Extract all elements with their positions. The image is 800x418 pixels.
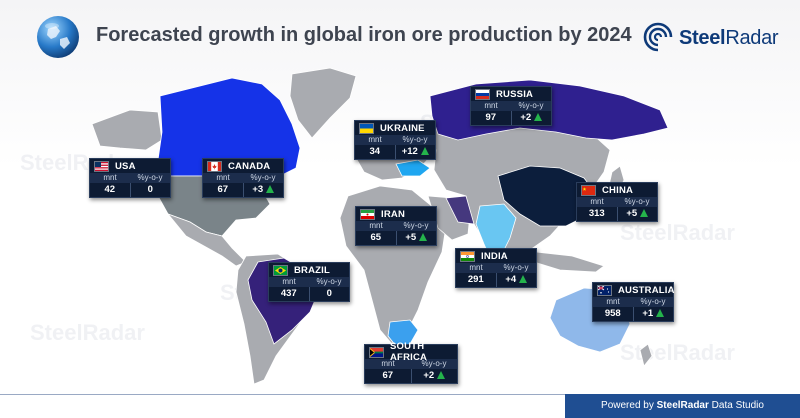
brand-logo: SteelRadar	[641, 20, 791, 54]
russia-flag-icon	[475, 88, 490, 100]
ukraine-flag-icon	[359, 122, 374, 134]
iran-flag-icon	[360, 208, 375, 220]
usa-flag-icon	[94, 160, 109, 172]
up-arrow-icon	[266, 185, 275, 193]
country-card-canada: CANADA mnt %y-o-y 67 +3	[202, 158, 284, 198]
radar-icon	[643, 22, 673, 52]
country-name: INDIA	[481, 250, 508, 262]
change-value: +4	[495, 273, 537, 287]
country-card-iran: IRAN mnt %y-o-y 65 +5	[355, 206, 437, 246]
greenland-shape	[289, 67, 357, 139]
production-value: 67	[382, 370, 394, 381]
change-value: +5	[395, 231, 437, 245]
south-africa-flag-icon	[369, 346, 384, 358]
footer-divider	[0, 394, 565, 395]
change-value: +12	[394, 145, 436, 159]
country-name: AUSTRALIA	[618, 284, 675, 296]
production-value: 34	[369, 146, 381, 157]
country-card-australia: AUSTRALIA mnt %y-o-y 958 +1	[592, 282, 674, 322]
change-value: 0	[308, 287, 350, 301]
production-value: 97	[485, 112, 497, 123]
china-flag-icon	[581, 184, 596, 196]
country-card-ukraine: UKRAINE mnt %y-o-y 34 +12	[354, 120, 436, 160]
country-card-india: INDIA mnt %y-o-y 291 +4	[455, 248, 537, 288]
production-value: 42	[104, 184, 116, 195]
indonesia-shape	[533, 251, 605, 273]
india-flag-icon	[460, 250, 475, 262]
up-arrow-icon	[420, 147, 429, 155]
country-card-south-africa: SOUTH AFRICA mnt %y-o-y 67 +2	[364, 341, 458, 384]
change-value: +2	[510, 111, 552, 125]
production-value: 437	[280, 288, 297, 299]
change-value: +3	[242, 183, 284, 197]
country-name: CHINA	[602, 184, 634, 196]
footer-credit: Powered by SteelRadar Data Studio	[565, 394, 800, 418]
globe-icon	[37, 16, 79, 58]
country-name: USA	[115, 160, 136, 172]
canada-flag-icon	[207, 160, 222, 172]
change-value: +2	[410, 369, 458, 383]
country-card-china: CHINA mnt %y-o-y 313 +5	[576, 182, 658, 222]
country-name: CANADA	[228, 160, 271, 172]
australia-flag-icon	[597, 284, 612, 296]
country-name: RUSSIA	[496, 88, 534, 100]
up-arrow-icon	[437, 371, 446, 379]
production-value: 291	[467, 274, 484, 285]
alaska-shape	[91, 109, 163, 151]
page-title: Forecasted growth in global iron ore pro…	[96, 24, 632, 46]
brazil-flag-icon	[273, 264, 288, 276]
country-name: SOUTH AFRICA	[390, 341, 428, 363]
new-zealand-shape	[639, 343, 653, 367]
country-name: IRAN	[381, 208, 406, 220]
up-arrow-icon	[519, 275, 528, 283]
production-value: 958	[604, 308, 621, 319]
up-arrow-icon	[640, 209, 649, 217]
country-name: BRAZIL	[294, 264, 331, 276]
production-value: 67	[217, 184, 229, 195]
change-value: 0	[129, 183, 171, 197]
brand-name: SteelRadar	[679, 27, 779, 49]
change-value: +1	[632, 307, 674, 321]
up-arrow-icon	[534, 113, 543, 121]
header: Forecasted growth in global iron ore pro…	[0, 0, 800, 72]
country-card-russia: RUSSIA mnt %y-o-y 97 +2	[470, 86, 552, 126]
production-value: 313	[588, 208, 605, 219]
country-card-usa: USA mnt %y-o-y 42 0	[89, 158, 171, 198]
change-value: +5	[616, 207, 658, 221]
up-arrow-icon	[656, 309, 665, 317]
ukraine-shape	[395, 159, 431, 177]
production-value: 65	[370, 232, 382, 243]
country-name: UKRAINE	[380, 122, 425, 134]
country-card-brazil: BRAZIL mnt %y-o-y 437 0	[268, 262, 350, 302]
up-arrow-icon	[419, 233, 428, 241]
